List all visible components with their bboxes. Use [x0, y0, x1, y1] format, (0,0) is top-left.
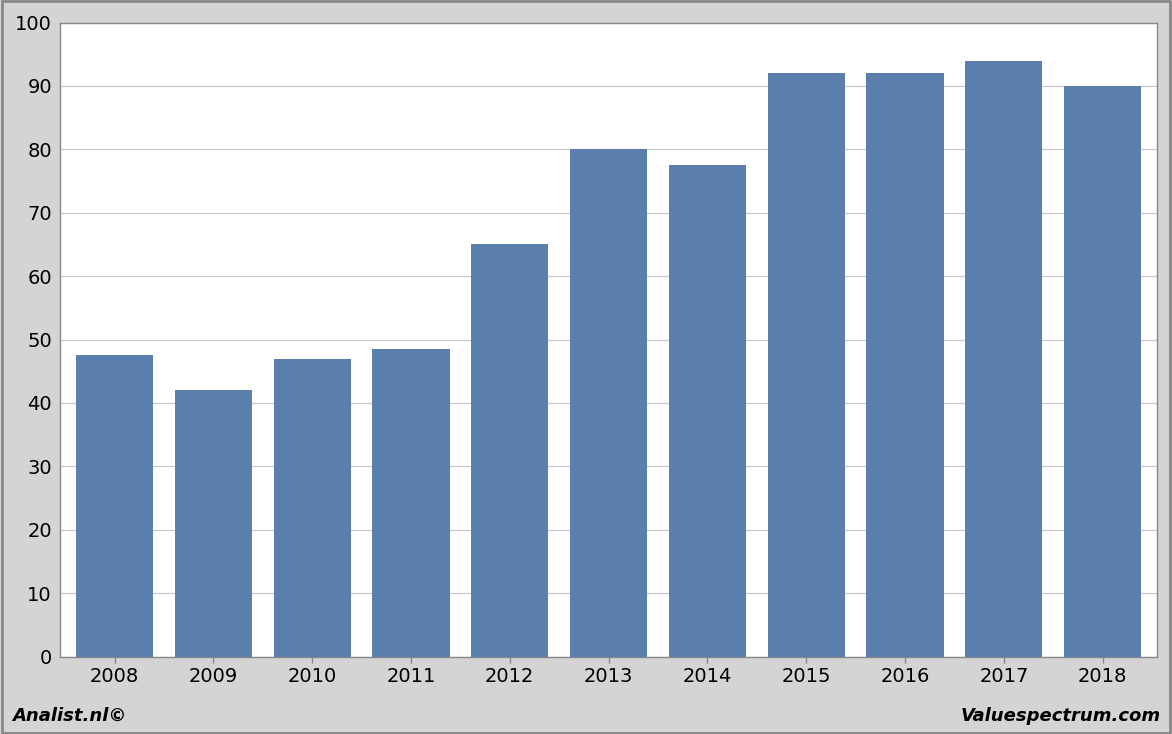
Bar — [373, 349, 450, 656]
Bar — [471, 244, 548, 656]
Bar — [966, 60, 1042, 656]
Bar — [273, 358, 350, 656]
Bar — [866, 73, 943, 656]
Text: Valuespectrum.com: Valuespectrum.com — [960, 707, 1160, 725]
Bar — [768, 73, 845, 656]
Bar — [175, 390, 252, 656]
Text: Analist.nl©: Analist.nl© — [12, 707, 127, 725]
Bar — [669, 165, 745, 656]
Bar — [570, 149, 647, 656]
Bar — [1064, 86, 1142, 656]
Bar — [76, 355, 154, 656]
